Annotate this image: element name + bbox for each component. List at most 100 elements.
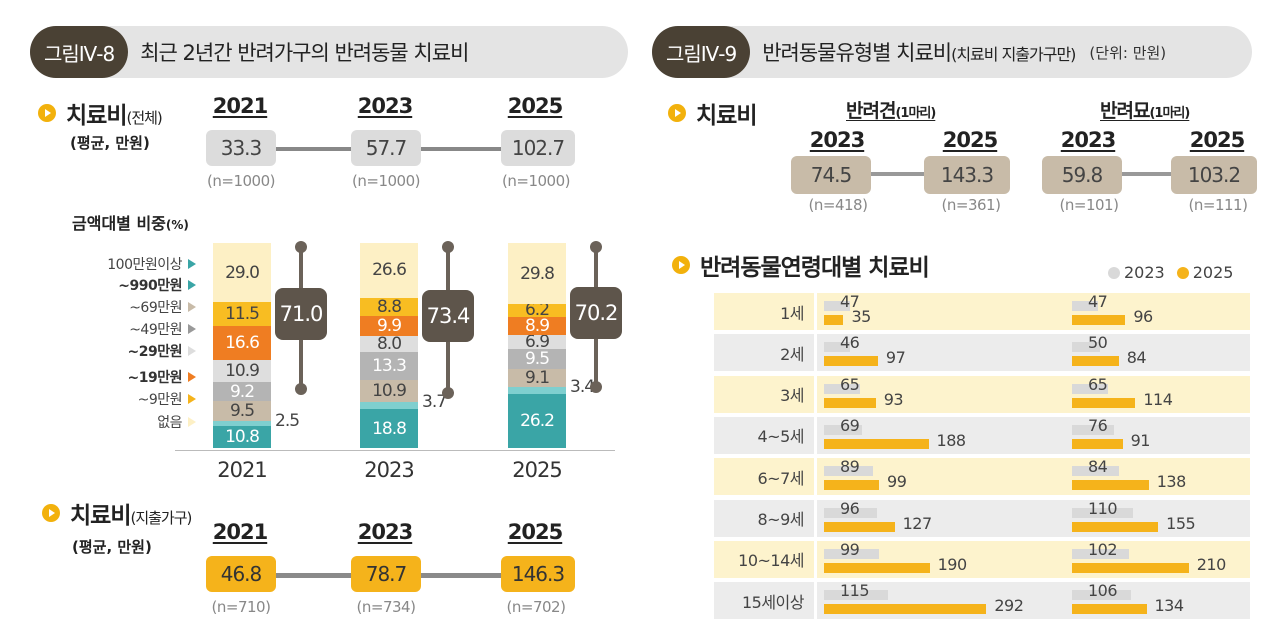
stack-segment: 13.3	[360, 352, 418, 380]
play-bullet-icon	[672, 256, 690, 274]
cat-value-2023: 47	[1088, 292, 1108, 311]
age-divider	[814, 375, 817, 413]
cat-bar-2025	[1072, 315, 1126, 325]
bracket-dot-top	[442, 241, 454, 253]
cat-n-2023: (n=101)	[1059, 196, 1119, 214]
fig8-badge: 그림Ⅳ-8	[30, 26, 129, 78]
stack-cat-label: 100만원이상	[107, 257, 182, 273]
age-legend: 2023 2025	[1108, 263, 1233, 282]
stack-cat-label: ~69만원	[129, 300, 182, 316]
stack-outside-label: 2.5	[275, 410, 300, 431]
spending-value-2023: 78.7	[351, 556, 421, 592]
stack-category-label: 2023	[364, 458, 414, 482]
fig9-title: 반려동물유형별 치료비(치료비 지출가구만)	[762, 41, 1076, 65]
cat-bar-2025	[1072, 521, 1159, 532]
dog-n-2025: (n=361)	[941, 196, 1001, 214]
dog-value-2025: 93	[883, 389, 904, 409]
stack-segment: 9.9	[360, 315, 418, 336]
play-bullet-icon	[668, 104, 686, 122]
cat-n-2025: (n=111)	[1188, 196, 1248, 214]
age-divider	[814, 540, 817, 578]
stack-segment	[213, 420, 271, 426]
cat-value-2025: 103.2	[1171, 156, 1257, 194]
fig8-spending-heading: 치료비(지출가구)	[42, 496, 192, 530]
age-divider	[814, 416, 817, 454]
dog-connector	[860, 172, 940, 176]
dog-value-2023: 96	[840, 498, 860, 518]
dog-value-2025: 143.3	[924, 156, 1010, 194]
cat-value-2023: 76	[1088, 415, 1108, 435]
dog-year-2023: 2023	[809, 128, 865, 152]
cat-value-2025: 138	[1156, 472, 1187, 492]
stack-cat-marker-icon	[188, 346, 196, 356]
fig8-title: 최근 2년간 반려가구의 반려동물 치료비	[140, 41, 469, 65]
age-category-label: 3세	[780, 386, 804, 406]
age-category-label: 10~14세	[738, 551, 804, 571]
cat-bar-2023	[1072, 590, 1131, 601]
stack-cat-marker-icon	[188, 372, 196, 382]
dog-bar-2023	[824, 342, 850, 353]
stack-segment: 26.6	[360, 243, 418, 298]
dog-value-2025: 188	[936, 430, 967, 450]
cat-value-2023: 84	[1088, 457, 1108, 477]
cat-value-2025: 96	[1133, 307, 1153, 326]
fig8-total-heading-text: 치료비(전체)	[66, 103, 163, 129]
bracket-dot-top	[295, 241, 307, 253]
age-divider	[814, 293, 817, 330]
bracket-dot-bottom	[295, 382, 307, 395]
legend-2023-swatch	[1108, 266, 1120, 279]
cat-value-2025: 210	[1196, 554, 1227, 574]
cat-value-2023: 59.8	[1042, 156, 1122, 194]
cat-bar-2023	[1072, 342, 1100, 353]
dog-n-2023: (n=418)	[808, 196, 868, 214]
cat-value-2025: 114	[1143, 389, 1173, 409]
dog-value-2023: 99	[840, 539, 860, 559]
cat-bar-2023	[1072, 424, 1115, 435]
total-year-2023: 2023	[357, 94, 413, 118]
stack-cat-marker-icon	[188, 417, 196, 427]
dog-value-2023: 74.5	[791, 156, 871, 194]
dog-value-2023: 47	[840, 292, 860, 311]
stack-segment: 29.0	[213, 243, 271, 303]
dog-bar-2025	[824, 397, 876, 408]
total-value-2021: 33.3	[206, 130, 276, 166]
bracket-dot-bottom	[442, 387, 454, 400]
fig8-spending-heading-text: 치료비(지출가구)	[70, 503, 192, 529]
stack-cat-marker-icon	[188, 394, 196, 404]
bracket-total: 70.2	[570, 286, 622, 339]
stack-cat-marker-icon	[188, 302, 196, 312]
stack-segment: 10.9	[360, 379, 418, 402]
dog-value-2023: 46	[840, 333, 860, 353]
dog-bar-2023	[824, 507, 878, 518]
spending-n-2025: (n=702)	[506, 598, 566, 616]
age-category-label: 15세이상	[741, 592, 805, 612]
dog-bar-2023	[824, 548, 880, 559]
dog-bar-2025	[824, 562, 930, 573]
spending-value-2025: 146.3	[501, 556, 575, 592]
age-category-label: 8~9세	[757, 510, 805, 529]
dog-bar-2025	[824, 356, 878, 367]
cat-bar-2025	[1072, 438, 1123, 449]
cat-value-2023: 110	[1088, 498, 1118, 518]
dog-bar-2023	[824, 424, 863, 435]
age-divider	[814, 499, 817, 537]
age-divider	[814, 334, 817, 372]
fig8-header: 그림Ⅳ-8 최근 2년간 반려가구의 반려동물 치료비	[30, 26, 628, 78]
dog-value-2025: 35	[851, 307, 871, 326]
total-n-2023: (n=1000)	[352, 172, 420, 190]
stack-segment: 16.6	[213, 326, 271, 361]
cat-value-2023: 65	[1088, 374, 1108, 394]
stack-segment: 9.5	[508, 349, 566, 369]
stack-outside-label: 3.7	[422, 391, 447, 412]
stack-cat-label: 없음	[157, 415, 182, 431]
stack-segment: 29.8	[508, 243, 566, 305]
age-category-label: 1세	[780, 303, 804, 323]
dog-bar-2025	[824, 521, 895, 532]
total-value-2025: 102.7	[501, 130, 575, 166]
stack-segment: 8.8	[360, 297, 418, 317]
dog-value-2023: 69	[840, 415, 860, 435]
age-row: 4~5세	[714, 416, 1250, 454]
cat-value-2023: 102	[1088, 539, 1118, 559]
cat-year-2025: 2025	[1189, 128, 1245, 152]
cat-value-2025: 134	[1154, 596, 1185, 616]
